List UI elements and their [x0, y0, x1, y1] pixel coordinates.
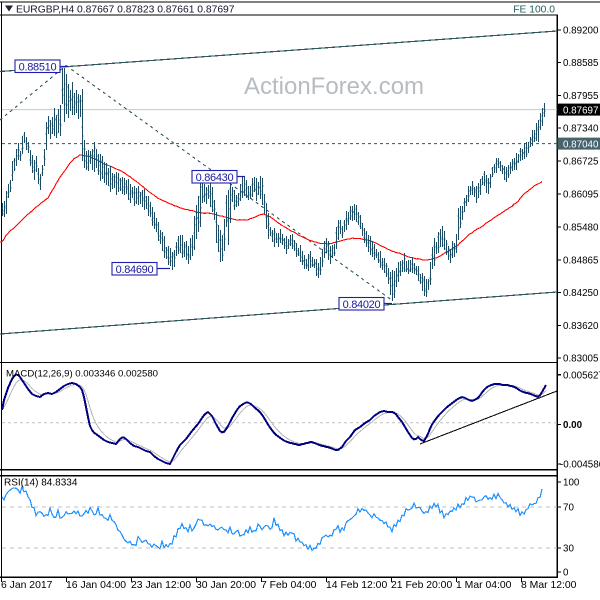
svg-text:0: 0: [563, 568, 569, 579]
svg-text:0.005627: 0.005627: [563, 370, 600, 381]
svg-text:8 Mar 12:00: 8 Mar 12:00: [521, 580, 577, 591]
svg-text:0.88510: 0.88510: [19, 61, 57, 73]
svg-text:FE 100.0: FE 100.0: [513, 5, 555, 16]
svg-text:16 Jan 04:00: 16 Jan 04:00: [66, 580, 126, 591]
svg-text:0.87340: 0.87340: [563, 124, 599, 135]
svg-text:0.85480: 0.85480: [563, 223, 599, 234]
svg-text:MACD(12,26,9) 0.003346 0.00258: MACD(12,26,9) 0.003346 0.002580: [6, 369, 158, 380]
svg-text:1 Mar 04:00: 1 Mar 04:00: [456, 580, 512, 591]
svg-text:0.87955: 0.87955: [563, 91, 599, 102]
svg-text:0.86095: 0.86095: [563, 190, 599, 201]
svg-text:0.86725: 0.86725: [563, 157, 599, 168]
svg-text:0.88585: 0.88585: [563, 58, 599, 69]
svg-text:0.84865: 0.84865: [563, 256, 599, 267]
svg-text:21 Feb 20:00: 21 Feb 20:00: [391, 580, 452, 591]
svg-text:0.87697: 0.87697: [563, 105, 598, 116]
svg-text:0.87040: 0.87040: [563, 139, 599, 150]
svg-text:6 Jan 2017: 6 Jan 2017: [1, 580, 53, 591]
svg-text:100: 100: [563, 478, 580, 489]
svg-text:0.89200: 0.89200: [563, 26, 599, 37]
svg-text:-0.004586: -0.004586: [560, 460, 600, 471]
svg-text:0.86430: 0.86430: [196, 172, 234, 184]
svg-text:7 Feb 04:00: 7 Feb 04:00: [261, 580, 317, 591]
svg-text:0.84020: 0.84020: [343, 299, 381, 311]
svg-text:70: 70: [563, 503, 574, 514]
svg-text:30: 30: [563, 544, 574, 555]
svg-text:RSI(14) 84.8334: RSI(14) 84.8334: [4, 478, 78, 489]
svg-text:0.00: 0.00: [563, 420, 583, 431]
svg-text:ActionForex.com: ActionForex.com: [244, 73, 424, 100]
svg-text:0.83620: 0.83620: [563, 321, 599, 332]
svg-text:0.84690: 0.84690: [116, 264, 154, 276]
svg-text:EURGBP,H4 0.87667 0.87823 0.8: EURGBP,H4 0.87667 0.87823 0.87661 0.8769…: [16, 5, 235, 16]
svg-text:23 Jan 12:00: 23 Jan 12:00: [131, 580, 191, 591]
svg-text:30 Jan 20:00: 30 Jan 20:00: [196, 580, 256, 591]
svg-text:0.84250: 0.84250: [563, 288, 599, 299]
svg-text:14 Feb 12:00: 14 Feb 12:00: [326, 580, 387, 591]
svg-text:0.83005: 0.83005: [563, 354, 599, 365]
